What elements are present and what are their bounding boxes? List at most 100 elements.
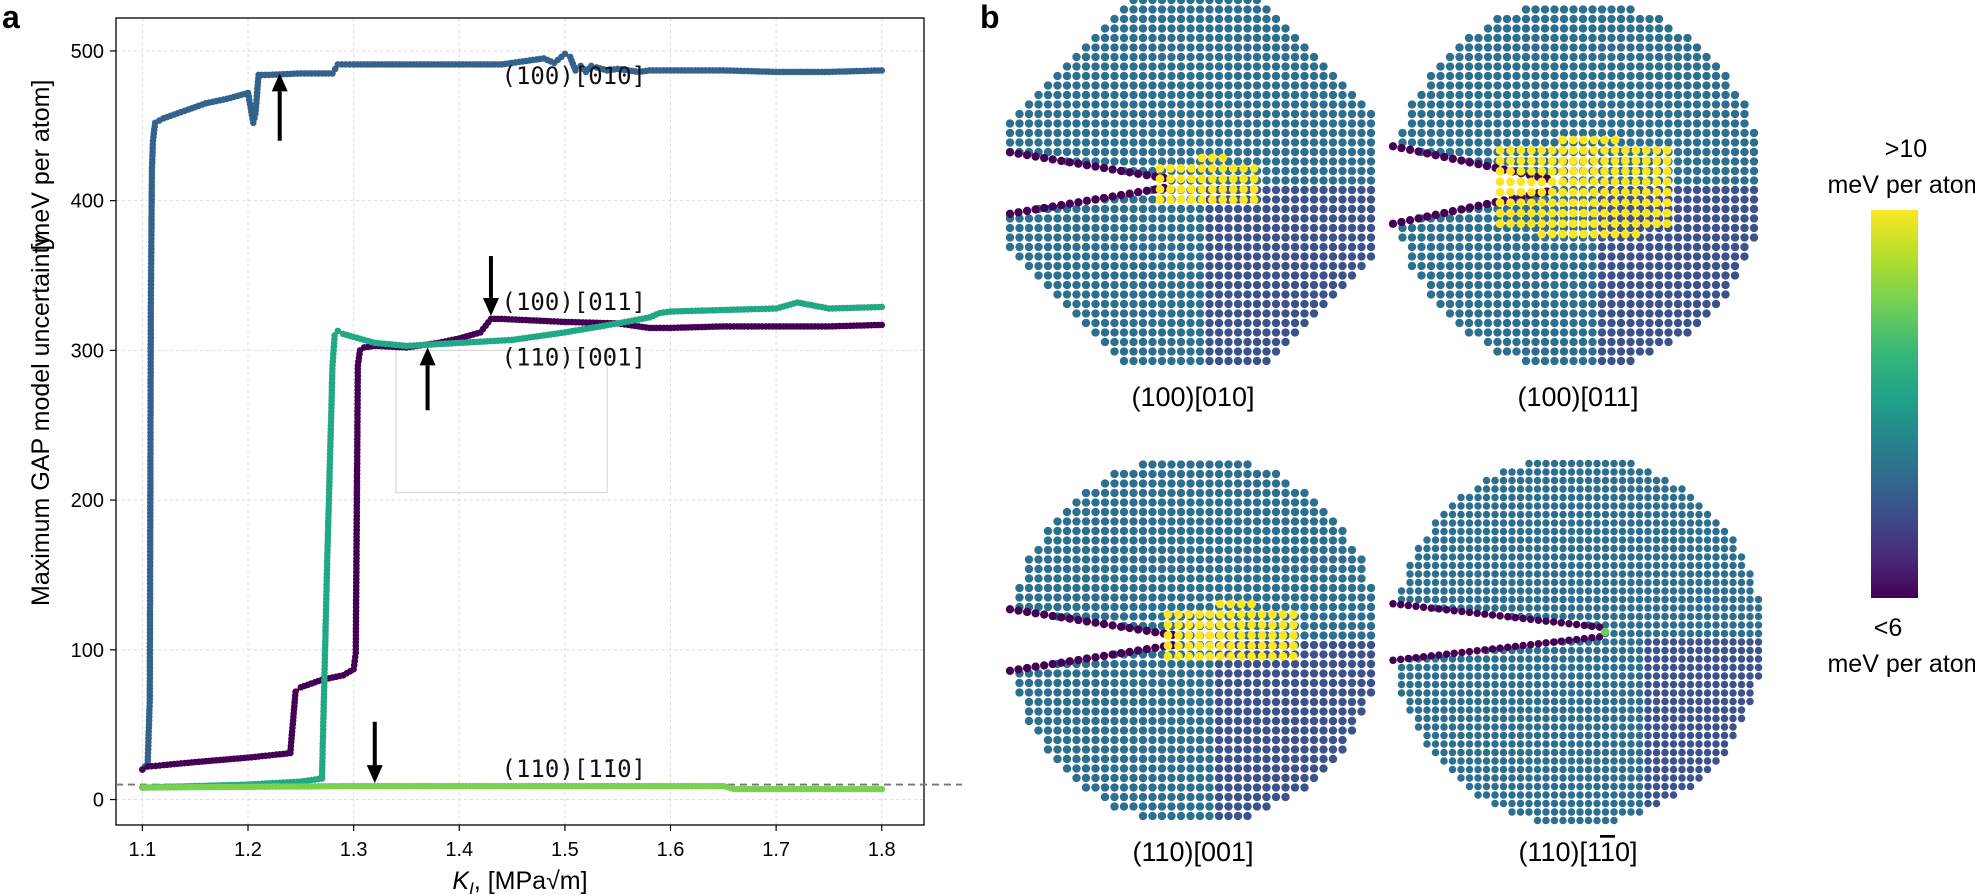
atom: [1100, 678, 1110, 688]
atom: [1224, 223, 1233, 233]
atom: [1110, 764, 1119, 773]
atom: [1559, 252, 1569, 261]
crack-atom: [1405, 145, 1415, 154]
atom: [1502, 242, 1512, 252]
atom: [1281, 764, 1290, 773]
atom: [1578, 33, 1588, 43]
atom: [1205, 33, 1214, 43]
atom: [1319, 754, 1328, 764]
atom: [1569, 119, 1578, 128]
atom: [1100, 659, 1110, 669]
atom: [1635, 24, 1645, 33]
atom: [1053, 545, 1062, 555]
atom: [1243, 128, 1252, 138]
atom: [1252, 81, 1262, 90]
atom: [1455, 119, 1464, 128]
atom: [1281, 176, 1290, 185]
atom: [1119, 33, 1129, 43]
atom: [1578, 100, 1588, 109]
atom: [1233, 356, 1243, 366]
atom: [1309, 773, 1319, 783]
atom: [1502, 33, 1512, 43]
atom: [1138, 564, 1148, 574]
atom: [1205, 669, 1214, 678]
atom: [1493, 62, 1502, 71]
atom: [1290, 166, 1300, 176]
atom: [1692, 90, 1702, 100]
atom: [1186, 119, 1195, 128]
atom: [1072, 602, 1081, 612]
atom: [1502, 138, 1512, 147]
high-uncertainty-atom: [1527, 219, 1536, 228]
atom: [1271, 707, 1281, 716]
high-uncertainty-atom: [1495, 187, 1505, 197]
atom: [1176, 33, 1186, 43]
crack-atom: [1388, 142, 1398, 151]
atom: [1493, 52, 1502, 62]
atom: [1407, 109, 1417, 119]
atom: [1426, 261, 1436, 271]
atom: [1195, 356, 1205, 366]
atom: [1205, 792, 1214, 802]
atom: [1569, 14, 1578, 24]
atom: [1091, 214, 1100, 223]
atom: [1290, 309, 1300, 318]
crack-atom: [1074, 198, 1083, 207]
high-uncertainty-atom: [1568, 166, 1578, 176]
atom: [1186, 90, 1195, 100]
atom: [1148, 24, 1157, 33]
atom: [1445, 71, 1455, 81]
atom: [1138, 261, 1148, 271]
atom: [1309, 745, 1319, 754]
atom: [1157, 555, 1167, 564]
atom: [1673, 119, 1683, 128]
atom: [1262, 536, 1271, 545]
atom: [1243, 0, 1252, 5]
atom: [1531, 81, 1540, 90]
atom: [1186, 678, 1195, 688]
atom: [1214, 583, 1224, 593]
atom: [1214, 479, 1224, 488]
atom: [1252, 593, 1262, 602]
atom: [1262, 347, 1271, 356]
atom: [1436, 81, 1445, 90]
atom: [1309, 659, 1319, 669]
atom: [1398, 128, 1407, 138]
atom: [1224, 735, 1233, 745]
atom: [1186, 62, 1195, 71]
atom: [1271, 119, 1281, 128]
arrow: [271, 73, 288, 141]
high-uncertainty-atom: [1600, 177, 1609, 187]
atom: [1493, 233, 1502, 242]
atom: [1081, 52, 1091, 62]
atom: [1711, 90, 1721, 100]
atom: [1043, 109, 1053, 119]
atom: [1148, 204, 1157, 214]
atom: [1569, 71, 1578, 81]
atom: [1129, 574, 1138, 583]
data-point: [292, 688, 299, 695]
atom: [1309, 536, 1319, 545]
atom: [1186, 498, 1195, 507]
atom: [1281, 783, 1290, 792]
atom: [1521, 328, 1531, 337]
atom: [1167, 280, 1176, 290]
atom: [1347, 157, 1357, 166]
atom: [1493, 109, 1502, 119]
atom: [1167, 536, 1176, 545]
high-uncertainty-atom: [1547, 198, 1557, 208]
atom: [1281, 697, 1290, 707]
atom: [1664, 233, 1673, 242]
atom: [1673, 147, 1683, 157]
atom: [1252, 33, 1262, 43]
atom: [1205, 52, 1214, 62]
atom: [1233, 90, 1243, 100]
atom: [1053, 754, 1062, 764]
atom: [1578, 81, 1588, 90]
atom: [1262, 337, 1271, 347]
atom: [1597, 280, 1607, 290]
atom: [1157, 309, 1167, 318]
atom: [1110, 574, 1119, 583]
high-uncertainty-atom: [1527, 208, 1536, 218]
atom: [1157, 498, 1167, 507]
